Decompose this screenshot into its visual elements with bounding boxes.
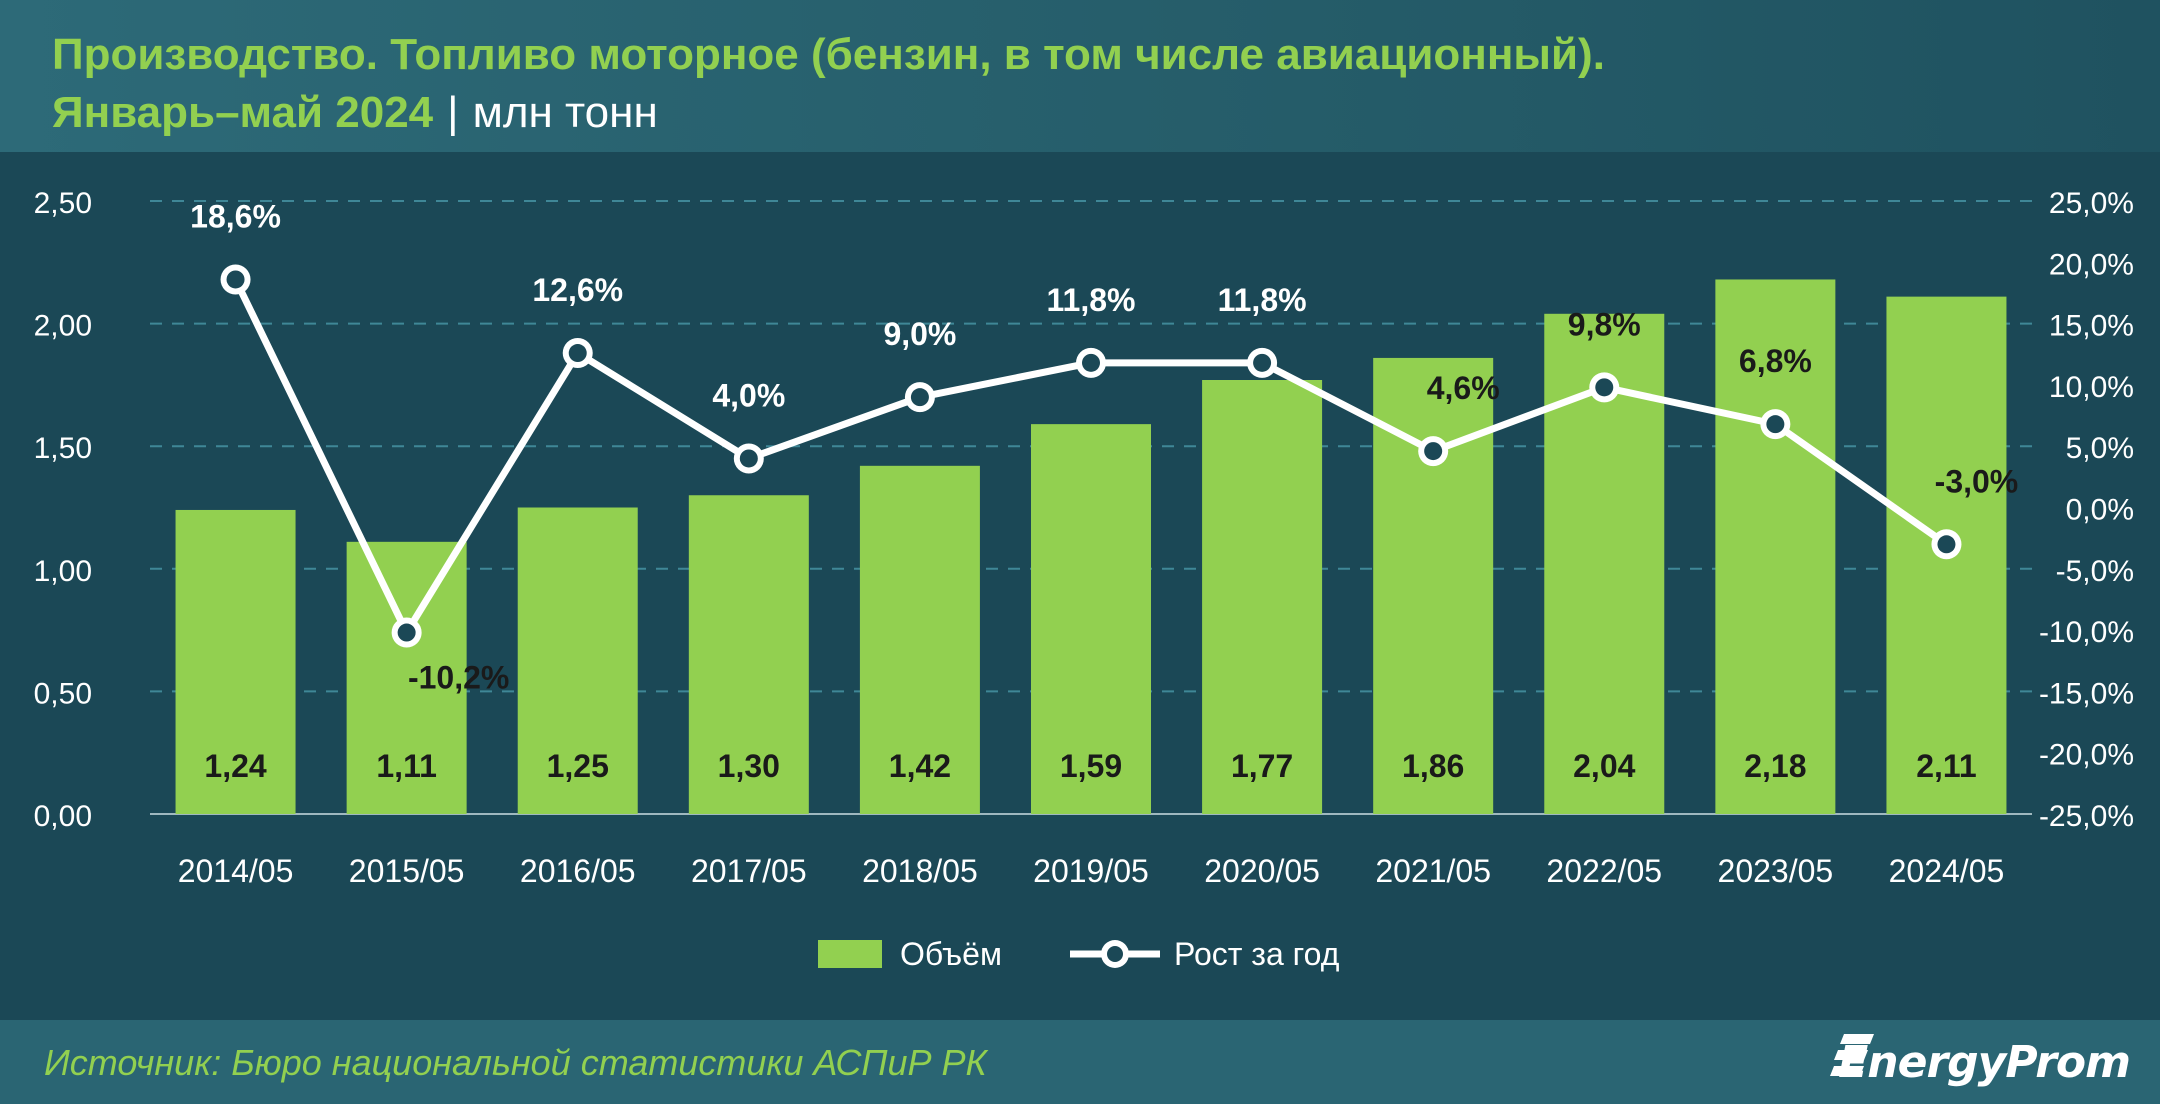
title-separator: | (447, 88, 459, 137)
chart-header: Производство. Топливо моторное (бензин, … (0, 0, 2160, 152)
y-right-tick-label: 0,0% (2066, 494, 2134, 527)
y-left-tick-label: 1,00 (34, 555, 92, 588)
bar-value-label: 1,77 (1231, 748, 1293, 784)
y-left-tick-label: 2,50 (34, 187, 92, 220)
growth-value-label: 18,6% (190, 198, 281, 234)
growth-value-label: 11,8% (1047, 282, 1136, 318)
x-tick-label: 2018/05 (862, 853, 978, 889)
y-right-tick-label: 25,0% (2049, 187, 2134, 220)
y-right-tick-label: 15,0% (2049, 310, 2134, 343)
bar (688, 495, 809, 814)
bar (1715, 279, 1836, 814)
x-tick-label: 2022/05 (1546, 853, 1662, 889)
bar-value-label: 1,86 (1402, 748, 1464, 784)
growth-point-inner (226, 270, 245, 289)
bar-value-label: 2,18 (1744, 748, 1806, 784)
chart-subtitle: Январь–май 2024 | млн тонн (52, 88, 658, 138)
growth-value-label: 9,8% (1568, 306, 1641, 342)
bar-value-label: 1,24 (204, 748, 266, 784)
logo-text: EnergyProm (1838, 1036, 2131, 1088)
growth-point-inner (1082, 353, 1100, 372)
legend-marker-inner (1107, 946, 1123, 962)
y-right-tick-label: -10,0% (2039, 616, 2134, 649)
bar-value-label: 1,30 (718, 748, 780, 784)
growth-point-inner (1595, 378, 1614, 397)
x-tick-label: 2020/05 (1204, 853, 1320, 889)
energyprom-logo: EnergyProm (1830, 1032, 2131, 1092)
x-tick-label: 2017/05 (691, 853, 807, 889)
growth-point-inner (739, 449, 758, 468)
legend-label-line: Рост за год (1174, 936, 1340, 972)
y-right-tick-label: -5,0% (2056, 555, 2134, 588)
growth-point-inner (1424, 442, 1443, 461)
growth-point-inner (1937, 535, 1956, 554)
x-tick-label: 2015/05 (349, 853, 465, 889)
y-right-tick-label: 10,0% (2049, 371, 2134, 404)
bar-value-label: 1,11 (376, 748, 437, 784)
combo-chart: 0,00 0,50 1,00 1,50 2,00 2,50 -25,0% -20,0% -15,… (34, 187, 2134, 972)
growth-value-label: 4,0% (712, 377, 785, 413)
bar-value-label: 2,04 (1573, 748, 1635, 784)
growth-value-label: -10,2% (408, 660, 509, 696)
y-left-tick-label: 1,50 (34, 432, 92, 465)
y-left-tick-label: 0,00 (34, 800, 92, 833)
y-right-tick-label: 5,0% (2066, 432, 2134, 465)
x-tick-label: 2014/05 (178, 853, 294, 889)
growth-point-inner (1253, 353, 1272, 372)
growth-point-inner (568, 344, 587, 363)
bar-value-label: 1,25 (547, 748, 609, 784)
growth-value-label: -3,0% (1935, 463, 2019, 499)
bar (175, 509, 296, 814)
growth-value-label: 11,8% (1218, 282, 1307, 318)
bar-value-label: 2,11 (1916, 748, 1977, 784)
x-tick-label: 2024/05 (1889, 853, 2005, 889)
chart-footer: Источник: Бюро национальной статистики А… (0, 1020, 2160, 1104)
x-tick-label: 2019/05 (1033, 853, 1149, 889)
y-right-tick-label: -25,0% (2039, 800, 2134, 833)
x-tick-label: 2016/05 (520, 853, 636, 889)
growth-value-label: 4,6% (1427, 370, 1500, 406)
source-note: Источник: Бюро национальной статистики А… (44, 1042, 987, 1083)
growth-point-inner (1766, 415, 1785, 434)
bar (1202, 379, 1323, 814)
chart-title: Производство. Топливо моторное (бензин, … (52, 30, 1605, 79)
bar (346, 541, 467, 814)
growth-value-label: 12,6% (532, 272, 623, 308)
y-right-tick-label: -20,0% (2039, 739, 2134, 772)
logo-icon (1830, 1034, 1875, 1076)
x-tick-label: 2021/05 (1375, 853, 1491, 889)
title-unit: млн тонн (472, 88, 658, 137)
legend-label-bars: Объём (900, 936, 1002, 972)
y-right-tick-label: 20,0% (2049, 248, 2134, 281)
growth-value-label: 6,8% (1739, 343, 1812, 379)
bar (517, 507, 638, 814)
growth-value-label: 9,0% (883, 316, 956, 352)
bar-value-label: 1,42 (889, 748, 951, 784)
growth-point-inner (397, 623, 416, 642)
y-right-tick-label: -15,0% (2039, 677, 2134, 710)
growth-point-inner (910, 388, 929, 407)
title-period: Январь–май 2024 (52, 88, 434, 137)
y-left-tick-label: 2,00 (34, 310, 92, 343)
y-left-tick-label: 0,50 (34, 677, 92, 710)
bar-value-label: 1,59 (1060, 748, 1122, 784)
bar (859, 465, 980, 814)
chart-area: 0,00 0,50 1,00 1,50 2,00 2,50 -25,0% -20,0% -15,… (0, 152, 2160, 1020)
bar (1031, 424, 1151, 814)
x-tick-label: 2023/05 (1718, 853, 1834, 889)
legend-swatch-bars (818, 940, 882, 968)
